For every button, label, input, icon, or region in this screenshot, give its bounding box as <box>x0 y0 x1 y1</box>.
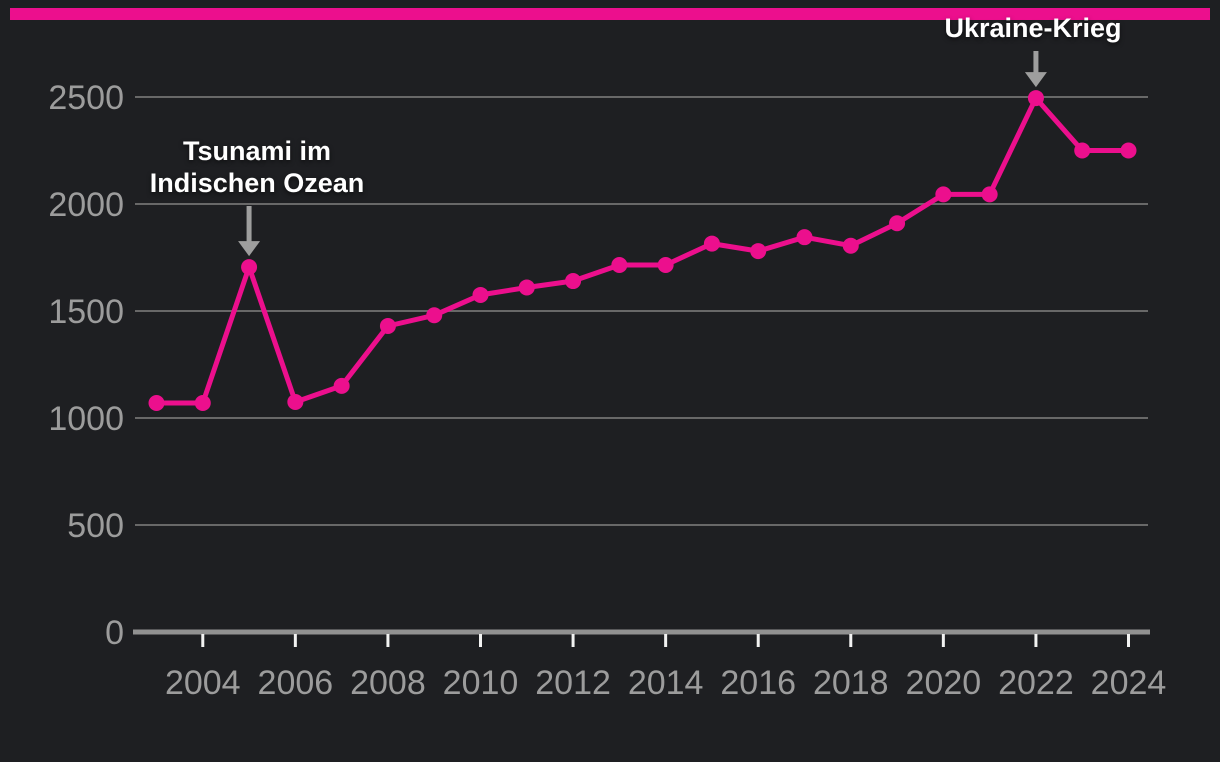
data-point-2019 <box>889 215 906 232</box>
annotation-label-0: Tsunami im Indischen Ozean <box>149 136 365 198</box>
data-point-2018 <box>842 237 859 254</box>
data-point-2021 <box>981 186 998 203</box>
y-tick-label-0: 0 <box>105 614 124 652</box>
y-tick-label-1500: 1500 <box>48 293 124 331</box>
data-point-2003 <box>148 395 165 412</box>
x-tick-label-2024: 2024 <box>1091 664 1167 702</box>
data-point-2023 <box>1074 142 1091 159</box>
x-tick-label-2018: 2018 <box>813 664 889 702</box>
x-tick-label-2010: 2010 <box>443 664 519 702</box>
y-tick-label-500: 500 <box>67 507 124 545</box>
data-point-2012 <box>565 273 582 290</box>
data-point-2022 <box>1027 90 1044 107</box>
brand-accent-bar <box>10 8 1210 20</box>
data-point-2020 <box>935 186 952 203</box>
series-line <box>156 95 1129 406</box>
x-tick-label-2016: 2016 <box>720 664 796 702</box>
data-point-2015 <box>703 235 720 252</box>
annotation-label-1: Ukraine-Krieg <box>944 13 1122 43</box>
x-tick-label-2006: 2006 <box>258 664 334 702</box>
data-point-2008 <box>379 317 396 334</box>
x-tick-label-2012: 2012 <box>535 664 611 702</box>
x-tick-label-2020: 2020 <box>906 664 982 702</box>
x-tick-label-2008: 2008 <box>350 664 426 702</box>
y-tick-label-2500: 2500 <box>48 79 124 117</box>
data-point-2009 <box>426 307 443 324</box>
y-tick-label-2000: 2000 <box>48 186 124 224</box>
x-tick-label-2004: 2004 <box>165 664 241 702</box>
data-point-2024 <box>1120 142 1137 159</box>
data-point-2005 <box>241 259 258 276</box>
annotation-arrowhead-0 <box>238 241 261 257</box>
data-point-2004 <box>194 395 211 412</box>
annotation-arrowhead-1 <box>1024 72 1047 88</box>
data-point-2016 <box>750 243 767 260</box>
x-tick-label-2014: 2014 <box>628 664 704 702</box>
data-point-2014 <box>657 256 674 273</box>
y-tick-label-1000: 1000 <box>48 400 124 438</box>
x-tick-label-2022: 2022 <box>998 664 1074 702</box>
data-point-2010 <box>472 286 489 303</box>
data-point-2013 <box>611 256 628 273</box>
data-point-2006 <box>287 393 304 410</box>
data-point-2017 <box>796 229 813 246</box>
data-point-2011 <box>518 279 535 296</box>
data-point-2007 <box>333 377 350 394</box>
